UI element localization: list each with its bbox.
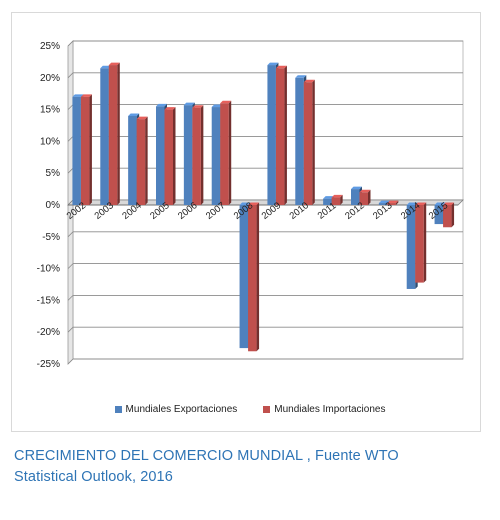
bar-imports-2011 (331, 194, 343, 205)
legend-swatch-imports (263, 406, 271, 413)
y-tick-label: 10% (40, 136, 60, 147)
legend: Mundiales Exportaciones Mundiales Import… (0, 404, 500, 415)
y-tick-label: 5% (46, 168, 61, 179)
grid-depth-tick (67, 295, 74, 301)
zero-floor (67, 199, 464, 206)
y-tick-label: 0% (46, 200, 61, 211)
legend-item-imports: Mundiales Importaciones (263, 404, 385, 415)
grid-depth-tick (67, 72, 74, 79)
bar-imports-2008 (248, 202, 260, 352)
bar-chart: 25%20%15%10%5%0%-5%-10%-15%-20%-25%2002 2… (37, 40, 464, 370)
bar-imports-2012 (359, 189, 371, 205)
legend-item-exports: Mundiales Exportaciones (114, 404, 238, 415)
bar-imports-2009 (275, 65, 287, 205)
grid-depth-tick (67, 231, 74, 238)
bar-imports-2005 (164, 107, 176, 205)
grid-depth-tick (67, 40, 74, 47)
chart-caption: CRECIMIENTO DEL COMERCIO MUNDIAL , Fuent… (14, 446, 484, 488)
grid-depth-tick (67, 104, 74, 110)
bar-imports-2014 (415, 202, 427, 283)
bar-imports-2004 (136, 116, 148, 205)
grid-depth-tick (67, 167, 74, 174)
bar-imports-2002 (80, 94, 92, 205)
legend-swatch-exports (114, 406, 122, 413)
caption-line-1: CRECIMIENTO DEL COMERCIO MUNDIAL , Fuent… (14, 448, 399, 464)
legend-label-exports: Mundiales Exportaciones (125, 404, 238, 415)
y-tick-label: 20% (40, 73, 60, 84)
y-tick-label: -20% (37, 327, 60, 338)
y-tick-label: 25% (40, 41, 60, 52)
bar-imports-2013 (387, 200, 399, 205)
y-tick-label: -5% (42, 232, 60, 243)
caption-line-2: Statistical Outlook, 2016 (14, 469, 173, 485)
y-tick-label: -25% (37, 359, 60, 370)
grid-depth-tick (67, 358, 74, 365)
bar-imports-2007 (220, 100, 232, 205)
y-tick-label: -15% (37, 295, 60, 306)
legend-label-imports: Mundiales Importaciones (274, 404, 386, 415)
y-tick-label: 15% (40, 105, 60, 116)
grid-depth-tick (67, 263, 74, 269)
bar-imports-2003 (108, 62, 120, 205)
y-tick-label: -10% (37, 264, 60, 275)
grid-depth-tick (67, 136, 74, 142)
bar-imports-2010 (303, 79, 315, 205)
grid-depth-tick (67, 326, 74, 333)
bar-imports-2006 (192, 105, 204, 205)
bar-imports-2015 (443, 202, 455, 228)
